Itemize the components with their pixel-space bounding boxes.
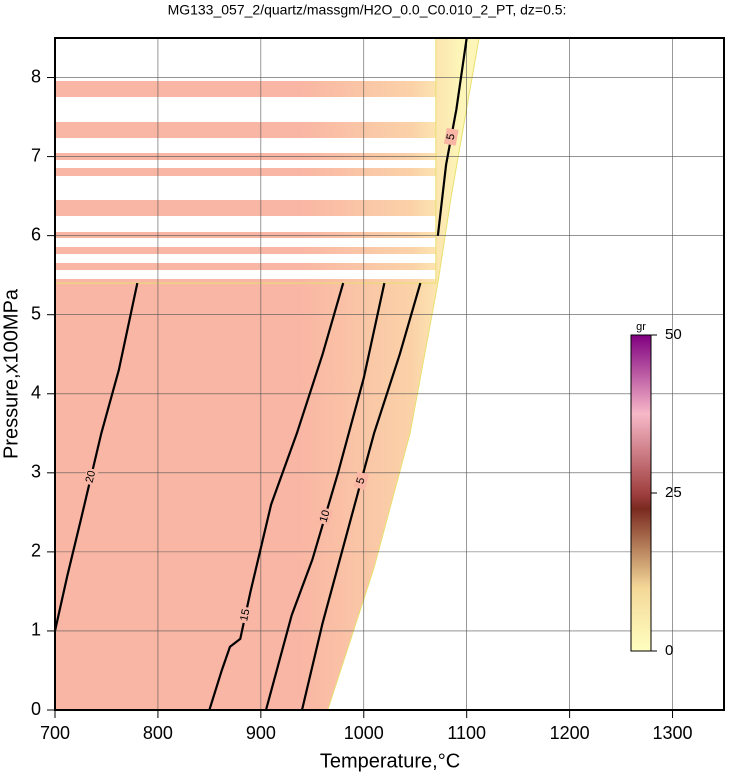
x-tick-label: 900	[246, 723, 276, 743]
stripe	[55, 247, 437, 254]
y-tick-label: 6	[31, 224, 41, 244]
field	[55, 38, 480, 710]
y-axis-label: Pressure,x100MPa	[0, 288, 22, 459]
x-tick-label: 700	[40, 723, 70, 743]
x-tick-label: 1100	[447, 723, 486, 743]
chart-title: MG133_057_2/quartz/massgm/H2O_0.0_C0.010…	[168, 2, 567, 18]
stripe	[55, 263, 437, 270]
stripe	[55, 122, 437, 138]
stripe	[55, 232, 437, 238]
contour-label: 15	[238, 608, 252, 623]
y-tick-label: 0	[31, 699, 41, 719]
stripe	[55, 168, 437, 176]
plot-frame	[54, 37, 725, 711]
plot-area: 20 15 10 5 5	[55, 38, 724, 710]
stripe	[55, 200, 437, 216]
y-tick-label: 7	[31, 145, 41, 165]
contour-label-bg	[237, 606, 253, 625]
contour-label-bg	[83, 467, 99, 486]
colorbar-label: gr	[636, 321, 646, 333]
colorbar-tick-label: 0	[665, 642, 673, 659]
y-tick-label: 5	[31, 303, 41, 323]
y-tick-label: 8	[31, 66, 41, 86]
y-tick-label: 3	[31, 462, 41, 482]
colorbar	[630, 334, 652, 652]
stripe	[55, 81, 437, 97]
contour-label: 20	[84, 469, 98, 484]
x-axis-label: Temperature,°C	[320, 750, 460, 772]
x-tick-label: 1300	[653, 723, 693, 743]
colorbar-tick-label: 50	[665, 326, 682, 343]
colorbar-tick-label: 25	[665, 484, 682, 501]
y-tick-label: 1	[31, 620, 41, 640]
stripe	[55, 279, 437, 286]
contour-label-bg	[317, 506, 334, 526]
y-tick-label: 2	[31, 541, 41, 561]
contour-label: 5	[445, 133, 458, 141]
x-tick-label: 800	[143, 723, 173, 743]
x-tick-label: 1200	[550, 723, 590, 743]
x-tick-label: 1000	[344, 723, 384, 743]
contour-label: 5	[355, 476, 368, 485]
stripes	[55, 81, 437, 286]
contour-line	[208, 282, 345, 710]
contour-label-bg	[443, 127, 459, 146]
contour-label-bg	[353, 471, 370, 491]
y-tick-label: 4	[31, 383, 41, 403]
contour-label: 10	[318, 509, 333, 524]
